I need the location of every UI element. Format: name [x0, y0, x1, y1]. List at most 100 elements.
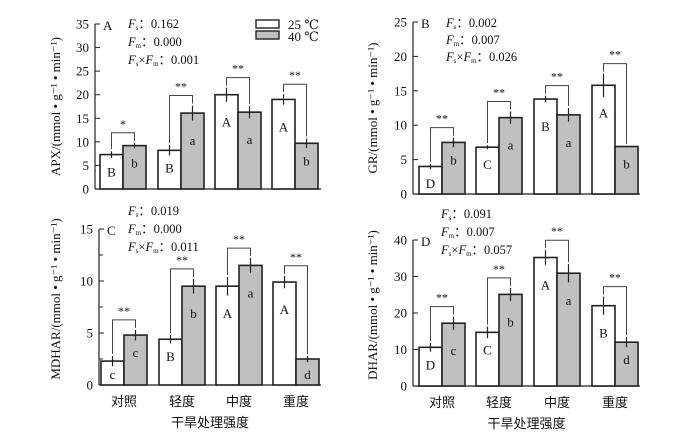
y-tick-label: 5	[87, 326, 94, 341]
y-tick-label: 20	[394, 49, 407, 64]
stat-interaction-part: F	[445, 50, 454, 64]
legend-label-40c: 40 ℃	[288, 29, 319, 44]
y-tick-label: 5	[401, 152, 408, 167]
stat-interaction-part: m	[471, 57, 477, 65]
significance-letter: b	[507, 314, 514, 329]
y-tick-label: 20	[76, 87, 89, 102]
stat-fs-symbol: F	[127, 204, 136, 218]
stat-fs-symbol: F	[127, 17, 136, 31]
stat-interaction-part: ：0.026	[477, 50, 518, 64]
x-tick-label: 重度	[283, 394, 309, 410]
bar-25c	[591, 304, 616, 387]
significance-letter: C	[483, 157, 492, 172]
y-axis-label: APX/(mmol • g⁻¹ • min⁻¹)	[48, 37, 63, 176]
significance-bracket	[283, 83, 307, 137]
bar-25c	[271, 98, 296, 190]
significance-letter: b	[303, 153, 310, 168]
significance-stars: **	[175, 80, 187, 94]
x-tick-label: 轻度	[169, 394, 195, 410]
significance-bracket	[603, 286, 627, 336]
stat-interaction-part: F	[127, 53, 136, 67]
significance-letter: A	[223, 306, 233, 321]
stat-fm-value: ：0.007	[454, 225, 495, 239]
stat-fm-value: ：0.000	[141, 222, 182, 236]
stat-fs-sub: s	[449, 214, 452, 222]
stat-interaction-part: F	[457, 243, 466, 257]
significance-bracket	[430, 127, 454, 162]
stat-fs: Fs：0.019	[127, 204, 179, 219]
y-axis-label: MDHAR/(mmol • g⁻¹ • min⁻¹)	[48, 218, 63, 379]
bar-40c	[181, 285, 206, 386]
stat-interaction: Fs×Fm：0.011	[127, 240, 199, 255]
stat-fm-value: ：0.000	[141, 35, 182, 49]
stat-fm-sub: m	[136, 229, 142, 237]
stat-interaction-part: F	[127, 240, 136, 254]
stat-fm: Fm：0.000	[127, 222, 182, 237]
bar-40c	[180, 112, 205, 190]
significance-letter: A	[541, 278, 551, 293]
y-tick-label: 15	[76, 111, 89, 126]
significance-stars: **	[436, 112, 448, 126]
significance-letter: A	[279, 119, 289, 134]
significance-stars: **	[551, 70, 563, 84]
significance-letter: D	[426, 176, 435, 191]
panel-c: 0 5 10 15 C MDHAR/(mmol • g⁻¹ • min⁻¹) c c ** 对照 B…	[48, 204, 321, 431]
significance-letter: B	[599, 326, 608, 341]
stat-fm-sub: m	[449, 232, 455, 240]
significance-bracket	[545, 85, 569, 106]
significance-letter: a	[247, 132, 253, 147]
x-tick-label: 对照	[429, 396, 455, 411]
stat-interaction-part: ：0.057	[472, 243, 513, 257]
significance-letter: B	[166, 349, 175, 364]
significance-bracket	[170, 268, 194, 334]
stat-interaction-part: ×	[456, 50, 463, 64]
significance-stars: **	[551, 224, 563, 238]
x-tick-label: 中度	[544, 395, 570, 411]
significance-letter: a	[248, 285, 254, 300]
bar-25c	[533, 98, 558, 195]
y-tick-label: 10	[80, 274, 93, 289]
significance-stars: **	[493, 85, 505, 99]
significance-bracket	[111, 132, 135, 150]
x-axis-label: 干旱处理强度	[171, 415, 249, 431]
significance-letter: d	[304, 367, 311, 382]
significance-letter: d	[623, 352, 630, 367]
stat-fs-value: ：0.002	[456, 16, 497, 30]
stat-interaction-part: F	[144, 53, 153, 67]
significance-stars: **	[290, 250, 302, 264]
stat-interaction-part: F	[144, 240, 153, 254]
significance-stars: *	[120, 117, 126, 131]
stat-fm-value: ：0.007	[459, 33, 500, 47]
significance-letter: b	[623, 157, 630, 172]
significance-bracket	[603, 63, 627, 144]
significance-letter: a	[508, 138, 514, 153]
bar-40c	[556, 114, 581, 195]
stat-fm-sub: m	[454, 40, 460, 48]
significance-letter: A	[222, 115, 232, 130]
significance-letter: c	[133, 345, 139, 360]
y-axis-label: DHAR/(mmol • g⁻¹ • min⁻¹)	[365, 230, 380, 380]
y-tick-label: 30	[394, 269, 407, 284]
legend-label-25c: 25 ℃	[288, 17, 319, 32]
panel-d: 0 10 20 30 40 D DHAR/(mmol • g⁻¹ • min⁻¹) Dc ** 对…	[365, 207, 640, 432]
bar-40c	[238, 264, 263, 386]
bar-40c	[237, 111, 262, 190]
y-tick-label: 15	[394, 83, 407, 98]
y-tick-label: 35	[76, 17, 89, 32]
y-tick-label: 10	[76, 134, 89, 149]
stat-fm-symbol: F	[127, 222, 136, 236]
x-axis-label: 干旱处理强度	[487, 416, 565, 432]
stat-fs-value: ：0.162	[138, 17, 179, 31]
legend-swatch-25c	[255, 19, 280, 29]
stat-interaction-part: m	[153, 247, 159, 255]
stat-fm-symbol: F	[440, 225, 449, 239]
significance-stars: **	[232, 62, 244, 76]
bar-40c	[498, 293, 523, 387]
significance-bracket	[487, 277, 511, 325]
stat-interaction-part: s	[136, 60, 139, 68]
stat-fm: Fm：0.007	[440, 225, 495, 240]
stat-interaction: Fs×Fm：0.026	[445, 50, 517, 65]
y-tick-label: 10	[394, 342, 407, 357]
bar-40c	[556, 272, 581, 387]
